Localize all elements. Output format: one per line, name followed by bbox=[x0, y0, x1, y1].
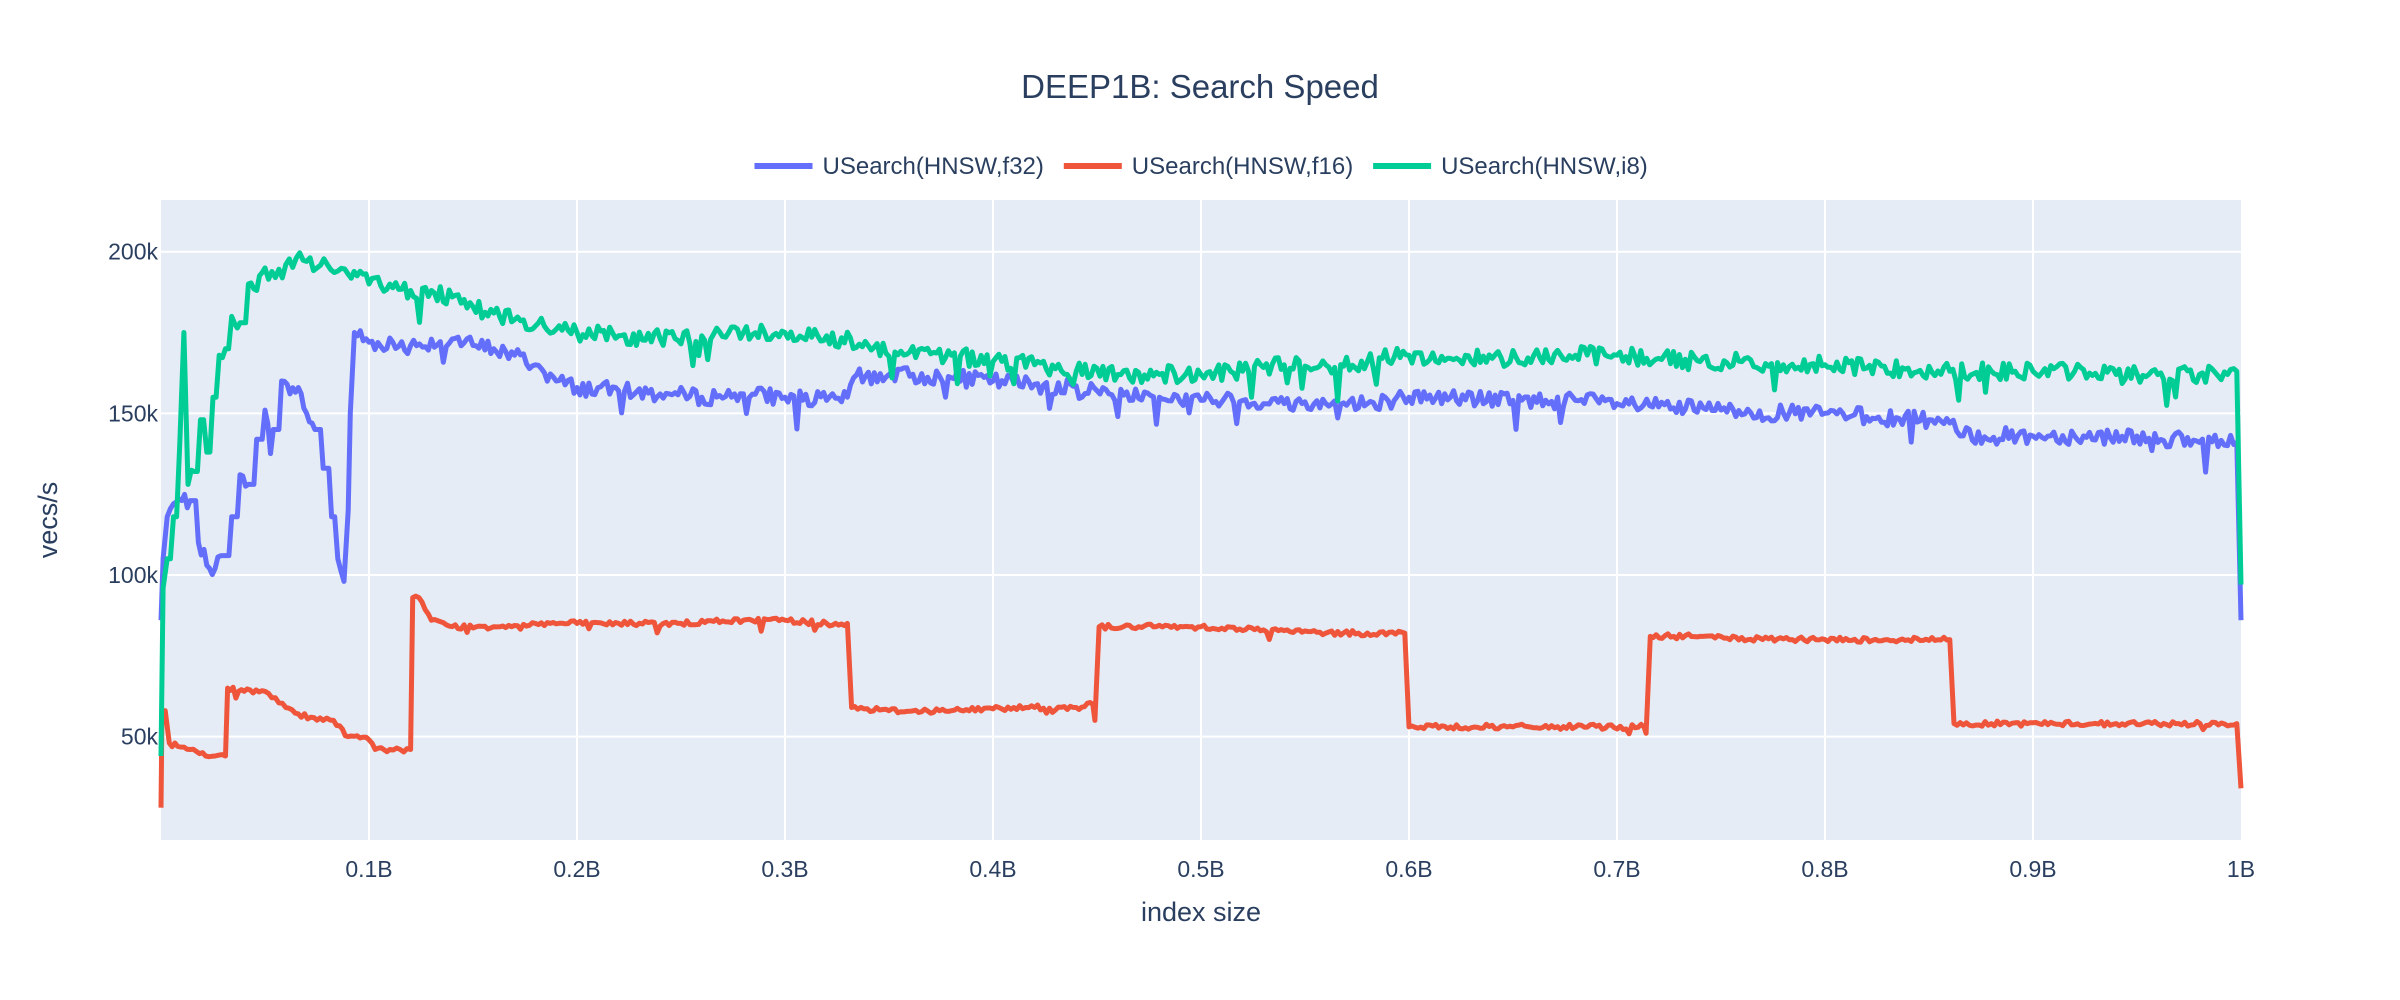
legend: USearch(HNSW,f32) USearch(HNSW,f16) USearc… bbox=[754, 153, 1648, 180]
series-line bbox=[158, 328, 2244, 621]
x-tick-label: 0.2B bbox=[553, 856, 600, 882]
y-tick-label: 150k bbox=[108, 400, 158, 426]
x-tick-label: 0.4B bbox=[969, 856, 1016, 882]
y-axis-ticks: 50k 100k 150k 200k bbox=[108, 239, 158, 750]
legend-label: USearch(HNSW,f16) bbox=[1132, 153, 1353, 180]
y-tick-label: 50k bbox=[121, 724, 159, 750]
series-layer bbox=[158, 250, 2244, 808]
legend-label: USearch(HNSW,i8) bbox=[1441, 153, 1648, 180]
x-tick-label: 0.8B bbox=[1801, 856, 1848, 882]
y-tick-label: 100k bbox=[108, 562, 158, 588]
x-tick-label: 0.9B bbox=[2009, 856, 2056, 882]
series-line bbox=[158, 593, 2244, 808]
x-tick-label: 1B bbox=[2227, 856, 2255, 882]
y-axis-title: vecs/s bbox=[33, 482, 63, 559]
chart-title: DEEP1B: Search Speed bbox=[1021, 68, 1379, 105]
grid-lines bbox=[161, 200, 2241, 840]
y-tick-label: 200k bbox=[108, 239, 158, 265]
x-tick-label: 0.7B bbox=[1593, 856, 1640, 882]
x-tick-label: 0.5B bbox=[1177, 856, 1224, 882]
x-axis-title: index size bbox=[1141, 897, 1261, 927]
x-tick-label: 0.1B bbox=[345, 856, 392, 882]
series-line bbox=[158, 250, 2244, 757]
x-tick-label: 0.6B bbox=[1385, 856, 1432, 882]
legend-label: USearch(HNSW,f32) bbox=[823, 153, 1044, 180]
x-axis-ticks: 0.1B 0.2B 0.3B 0.4B 0.5B 0.6B 0.7B 0.8B 0.9B 1B bbox=[345, 856, 2255, 882]
x-tick-label: 0.3B bbox=[761, 856, 808, 882]
